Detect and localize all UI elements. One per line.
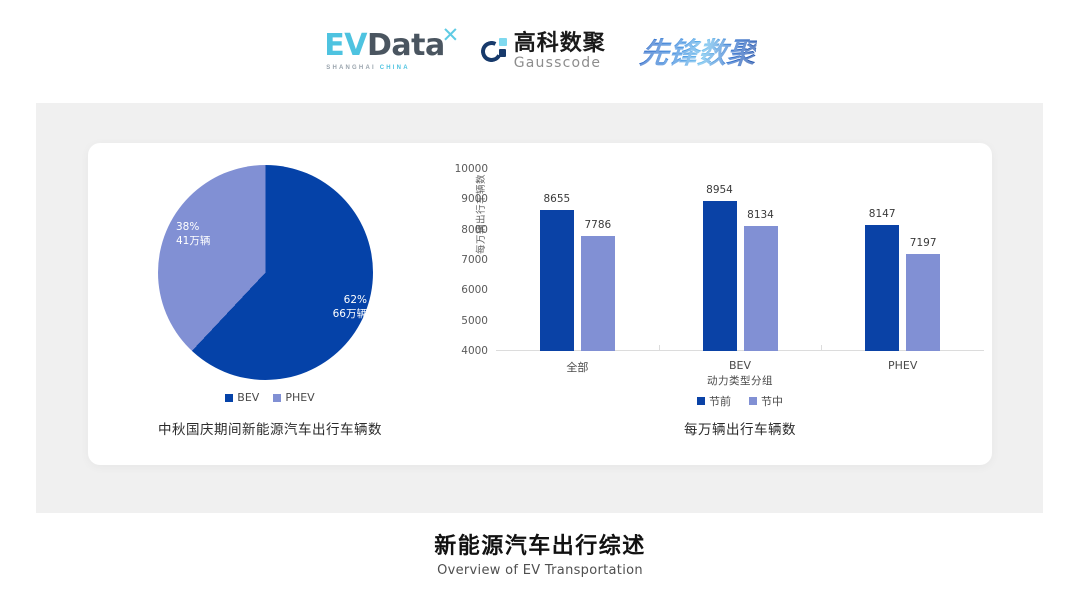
evdata-letter-e: E	[324, 28, 345, 63]
pie-slices	[158, 165, 373, 380]
pie-chart-title: 中秋国庆期间新能源汽车出行车辆数	[158, 422, 382, 437]
pie-label-bev-value: 66万辆	[332, 308, 367, 321]
pie-label-phev-value: 41万辆	[176, 235, 211, 248]
evdata-logo: EVData ✕ SHANGHAI CHINA	[324, 25, 459, 72]
bar-value-label: 7786	[584, 219, 612, 232]
bar-BEV-节中[interactable]: 8134	[743, 209, 778, 351]
evdata-tagline-city: SHANGHAI	[326, 65, 376, 71]
pie-chart: 62% 66万辆 38% 41万辆	[158, 165, 373, 380]
y-tick-label: 4000	[461, 345, 488, 357]
bar-全部-节前[interactable]: 8655	[539, 193, 574, 351]
bar-chart-block: 每万辆出行车辆数 10000 9000 8000 7000 6000 5000 4000 8…	[430, 155, 990, 455]
pie-legend: BEV PHEV	[110, 391, 430, 404]
page-title-cn: 新能源汽车出行综述	[434, 533, 646, 558]
bar-group: 8147 7197 PHEV	[821, 169, 984, 372]
bar-chart-title: 每万辆出行车辆数	[684, 422, 796, 437]
bar-legend: 节前 节中	[496, 393, 984, 409]
gausscode-name-en: Gausscode	[513, 55, 602, 71]
x-category-label: BEV	[728, 359, 752, 372]
bar-value-label: 8147	[868, 208, 896, 221]
x-mark-icon: ✕	[441, 23, 460, 47]
bar-value-label: 7197	[909, 237, 937, 250]
bar-PHEV-节中[interactable]: 7197	[906, 237, 941, 351]
evdata-tagline: SHANGHAI CHINA	[326, 65, 409, 71]
pie-legend-label-phev: PHEV	[285, 391, 315, 404]
bar-chart-plot-area: 10000 9000 8000 7000 6000 5000 4000 8655 7786 全部…	[455, 163, 984, 374]
gausscode-mark-icon	[477, 38, 507, 65]
page-title-en: Overview of EV Transportation	[437, 562, 643, 578]
evdata-wordmark: EVData ✕	[324, 25, 459, 63]
pie-label-bev: 62% 66万辆	[333, 293, 367, 321]
pie-legend-item-bev: BEV	[225, 391, 259, 404]
bar-value-label: 8655	[543, 192, 571, 205]
footer: 新能源汽车出行综述 Overview of EV Transportation	[0, 532, 1080, 578]
y-tick-label: 5000	[461, 314, 488, 327]
pie-chart-block: 62% 66万辆 38% 41万辆 BEV PHEV 中秋国庆期间新能源汽车出行…	[110, 155, 430, 455]
pie-label-bev-pct: 62%	[343, 294, 367, 306]
bar-PHEV-节前[interactable]: 8147	[865, 208, 900, 351]
pie-legend-label-bev: BEV	[237, 391, 260, 404]
pie-legend-swatch-bev	[225, 393, 234, 402]
gausscode-logo: 高科数聚 Gausscode	[477, 30, 606, 71]
bar-legend-label-jiezhong: 节中	[761, 396, 783, 408]
pie-legend-item-phev: PHEV	[273, 391, 315, 404]
pie-legend-swatch-phev	[273, 393, 282, 402]
y-tick-label: 6000	[461, 284, 488, 297]
bar-value-label: 8134	[747, 208, 774, 221]
bar-全部-节中[interactable]: 7786	[580, 219, 615, 351]
bar-legend-item-jiezhong: 节中	[749, 393, 783, 409]
bar-BEV-节前[interactable]: 8954	[702, 184, 737, 351]
bar-chart-groups: 8655 7786 全部 8954 8134 BEV 8147 7197 PHEV	[496, 169, 984, 374]
bar-group: 8954 8134 BEV	[659, 169, 822, 372]
bar-legend-swatch-jieqian	[697, 397, 705, 405]
y-tick-label: 9000	[461, 193, 488, 206]
bar-legend-swatch-jiezhong	[749, 397, 757, 405]
bar-legend-label-jieqian: 节前	[709, 396, 731, 408]
bar-chart-x-axis-label: 动力类型分组	[707, 375, 773, 387]
bar-legend-item-jieqian: 节前	[697, 393, 731, 409]
bar-value-label: 8954	[706, 183, 733, 196]
evdata-letter-v: V	[344, 28, 367, 63]
y-tick-label: 7000	[461, 254, 488, 266]
pie-label-phev: 38% 41万辆	[176, 220, 210, 248]
x-category-label: PHEV	[887, 359, 918, 372]
gausscode-name-cn: 高科数聚	[513, 30, 606, 55]
evdata-tagline-country: CHINA	[379, 65, 410, 71]
logo-bar: EVData ✕ SHANGHAI CHINA 高科数聚 Gausscode 先…	[0, 22, 1080, 80]
y-tick-label: 8000	[461, 223, 488, 236]
xianfeng-logo: 先锋数聚	[638, 30, 758, 72]
bar-chart-x-axis-line	[496, 350, 984, 351]
y-tick-label: 10000	[454, 163, 488, 175]
bar-group: 8655 7786 全部	[496, 169, 659, 374]
pie-label-phev-pct: 38%	[176, 221, 200, 233]
bar-chart-y-axis-label: 每万辆出行车辆数	[476, 174, 487, 255]
x-category-label: 全部	[566, 361, 589, 374]
evdata-word-data: Data	[366, 28, 445, 63]
